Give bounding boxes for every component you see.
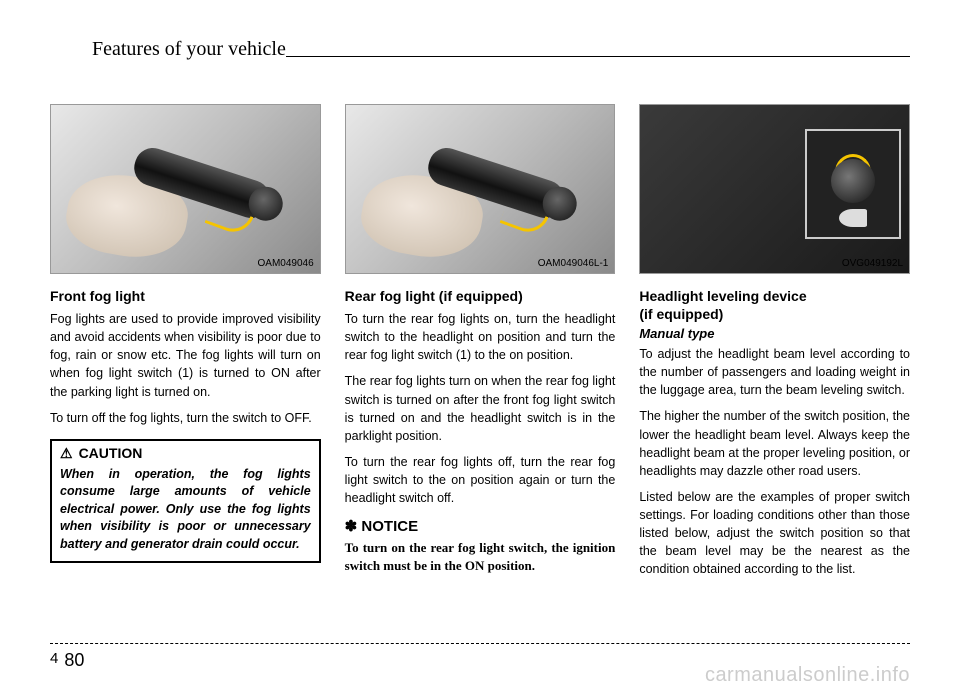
caution-body: When in operation, the fog lights consum… — [60, 466, 311, 554]
dial-graphic — [831, 159, 875, 203]
body-text: The rear fog lights turn on when the rea… — [345, 372, 616, 445]
heading-headlight-leveling: Headlight leveling device — [639, 288, 910, 304]
section-number: 4 — [50, 650, 64, 667]
column-3: OVG049192L Headlight leveling device (if… — [639, 104, 910, 621]
figure-caption: OVG049192L — [842, 258, 903, 269]
notice-body: To turn on the rear fog light switch, th… — [345, 539, 616, 575]
body-text: The higher the number of the switch posi… — [639, 407, 910, 480]
figure-caption: OAM049046L-1 — [538, 258, 609, 269]
page-number: 80 — [64, 650, 84, 671]
figure-front-fog: OAM049046 — [50, 104, 321, 274]
column-2: OAM049046L-1 Rear fog light (if equipped… — [345, 104, 616, 621]
subheading-manual-type: Manual type — [639, 326, 910, 341]
notice-title: NOTICE — [345, 517, 616, 535]
headlamp-icon — [839, 209, 867, 227]
column-1: OAM049046 Front fog light Fog lights are… — [50, 104, 321, 621]
body-text: Fog lights are used to provide improved … — [50, 310, 321, 401]
dial-inset — [805, 129, 901, 239]
body-text: To turn the rear fog lights on, turn the… — [345, 310, 616, 364]
figure-rear-fog: OAM049046L-1 — [345, 104, 616, 274]
watermark: carmanualsonline.info — [705, 664, 910, 687]
body-text: Listed below are the examples of proper … — [639, 488, 910, 579]
heading-if-equipped: (if equipped) — [639, 306, 910, 322]
figure-caption: OAM049046 — [258, 258, 314, 269]
caution-title: CAUTION — [60, 445, 311, 462]
caution-box: CAUTION When in operation, the fog light… — [50, 439, 321, 564]
chapter-header: Features of your vehicle — [50, 30, 286, 61]
figure-headlight-leveling: OVG049192L — [639, 104, 910, 274]
body-text: To adjust the headlight beam level accor… — [639, 345, 910, 399]
content-columns: OAM049046 Front fog light Fog lights are… — [50, 104, 910, 621]
body-text: To turn the rear fog lights off, turn th… — [345, 453, 616, 507]
heading-front-fog: Front fog light — [50, 288, 321, 304]
body-text: To turn off the fog lights, turn the swi… — [50, 409, 321, 427]
heading-rear-fog: Rear fog light (if equipped) — [345, 288, 616, 304]
